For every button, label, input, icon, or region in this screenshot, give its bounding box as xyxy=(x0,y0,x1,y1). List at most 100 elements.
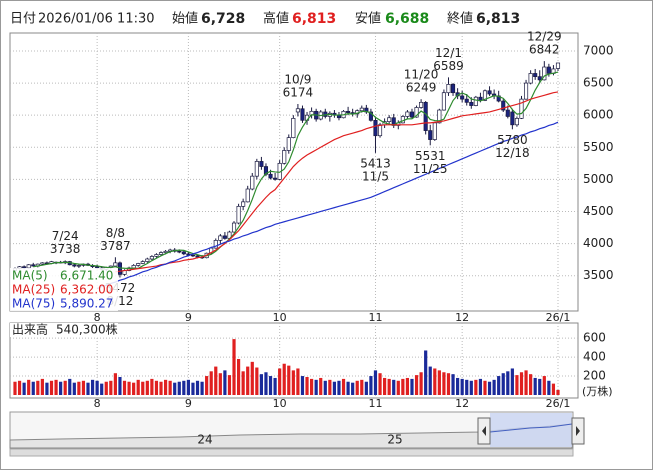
volume-bar xyxy=(519,372,524,395)
volume-bar xyxy=(551,383,556,395)
x-tick-label: 26/1 xyxy=(546,311,571,324)
volume-bar xyxy=(282,363,286,395)
volume-bar xyxy=(227,375,232,395)
volume-bar xyxy=(81,380,86,395)
volume-bar xyxy=(497,376,501,395)
candle-body xyxy=(519,98,524,119)
candle-body xyxy=(487,90,492,95)
candle-body xyxy=(510,111,515,126)
candle-body xyxy=(136,263,141,266)
volume-bar xyxy=(13,381,17,395)
volume-title: 出来高 xyxy=(12,323,48,337)
candle-body xyxy=(222,235,227,239)
volume-bar xyxy=(314,379,318,395)
volume-bar xyxy=(478,378,483,395)
volume-bar xyxy=(323,380,327,395)
x-tick-label: 9 xyxy=(185,311,192,324)
ma-line xyxy=(96,121,559,290)
annotation-label: 7/24 xyxy=(52,229,79,243)
candle-body xyxy=(22,266,27,269)
x-tick-label: 12 xyxy=(455,311,469,324)
high-label: 高値 xyxy=(263,11,289,27)
annotation-label: 8/8 xyxy=(106,226,125,240)
candle-body xyxy=(250,175,255,190)
candle-body xyxy=(154,254,159,257)
annotation-label: 11/5 xyxy=(362,169,389,183)
volume-bar xyxy=(182,380,186,395)
annotations: 7/2437388/8378734728/1210/96174541311/51… xyxy=(50,30,562,308)
candle-body xyxy=(387,117,392,122)
candle-body xyxy=(469,101,474,106)
candle-body xyxy=(213,240,218,249)
volume-bar xyxy=(72,382,76,395)
volume-bar xyxy=(22,382,26,395)
legend-value: 6,671.40 xyxy=(60,269,113,283)
datetime: 2026/01/06 11:30 xyxy=(38,12,155,27)
volume-bar xyxy=(68,378,72,395)
candle-body xyxy=(190,254,196,257)
low-value: 6,688 xyxy=(385,11,429,27)
volume-bar xyxy=(492,379,496,395)
volume-bar xyxy=(373,370,378,395)
volume-bar xyxy=(351,382,355,395)
volume-bar xyxy=(214,366,218,395)
y-tick-label: 5500 xyxy=(583,140,614,154)
candle-body xyxy=(464,98,469,103)
scrollbar[interactable] xyxy=(9,448,574,457)
volume-bar xyxy=(136,379,140,395)
navigator-label: 25 xyxy=(387,433,402,447)
candle-body xyxy=(441,92,446,111)
volume-bar xyxy=(104,381,108,395)
annotation-value: 5780 xyxy=(497,133,528,147)
volume-bar xyxy=(100,383,104,395)
volume-bar xyxy=(451,374,455,395)
volume-bar xyxy=(36,380,40,395)
volume-bar xyxy=(173,382,177,395)
candle-body xyxy=(26,264,31,269)
annotation-label: 12/1 xyxy=(435,46,462,60)
volume-bar xyxy=(86,382,90,395)
ma-line xyxy=(115,91,559,273)
volume-bar xyxy=(319,377,323,395)
volume-bar xyxy=(273,377,277,395)
y-tick-label: 600 xyxy=(583,331,606,345)
volume-bar xyxy=(337,380,341,395)
volume-bar xyxy=(515,375,519,395)
candle-body xyxy=(409,111,415,118)
handle-arrow xyxy=(482,426,486,436)
volume-bar xyxy=(209,371,213,395)
annotation-value: 6174 xyxy=(283,86,314,100)
volume-bar xyxy=(387,378,391,395)
navigator-window[interactable] xyxy=(490,413,572,447)
y-tick-label: 5000 xyxy=(583,172,614,186)
volume-bar xyxy=(487,381,492,395)
annotation-value: 3738 xyxy=(50,242,81,256)
candle-body xyxy=(40,262,45,265)
volume-bar xyxy=(291,370,295,395)
candle-body xyxy=(432,122,437,140)
volume-bar xyxy=(542,376,546,395)
candle-body xyxy=(95,266,100,269)
volume-bar xyxy=(437,370,441,395)
volume-bar xyxy=(186,379,190,395)
price-panel xyxy=(9,32,579,312)
volume-bar xyxy=(332,381,337,395)
candle-body xyxy=(113,262,118,267)
legend-name: MA(75) xyxy=(12,297,55,311)
high-value: 6,813 xyxy=(292,11,336,27)
annotation-value: 5413 xyxy=(360,156,391,170)
candle-body xyxy=(505,109,510,117)
navigator: 24 25 xyxy=(9,411,585,457)
candle-body xyxy=(158,252,164,255)
volume-bar xyxy=(419,372,423,395)
volume-bar xyxy=(401,378,405,395)
volume-bar xyxy=(328,379,332,395)
candle-body xyxy=(31,264,36,267)
volume-bar xyxy=(95,380,99,395)
volume-bar xyxy=(177,381,181,395)
volume-bar xyxy=(405,377,410,395)
volume-bar xyxy=(223,370,227,395)
x-tick-label: 11 xyxy=(368,397,382,410)
legend-value: 6,362.00 xyxy=(60,283,113,297)
